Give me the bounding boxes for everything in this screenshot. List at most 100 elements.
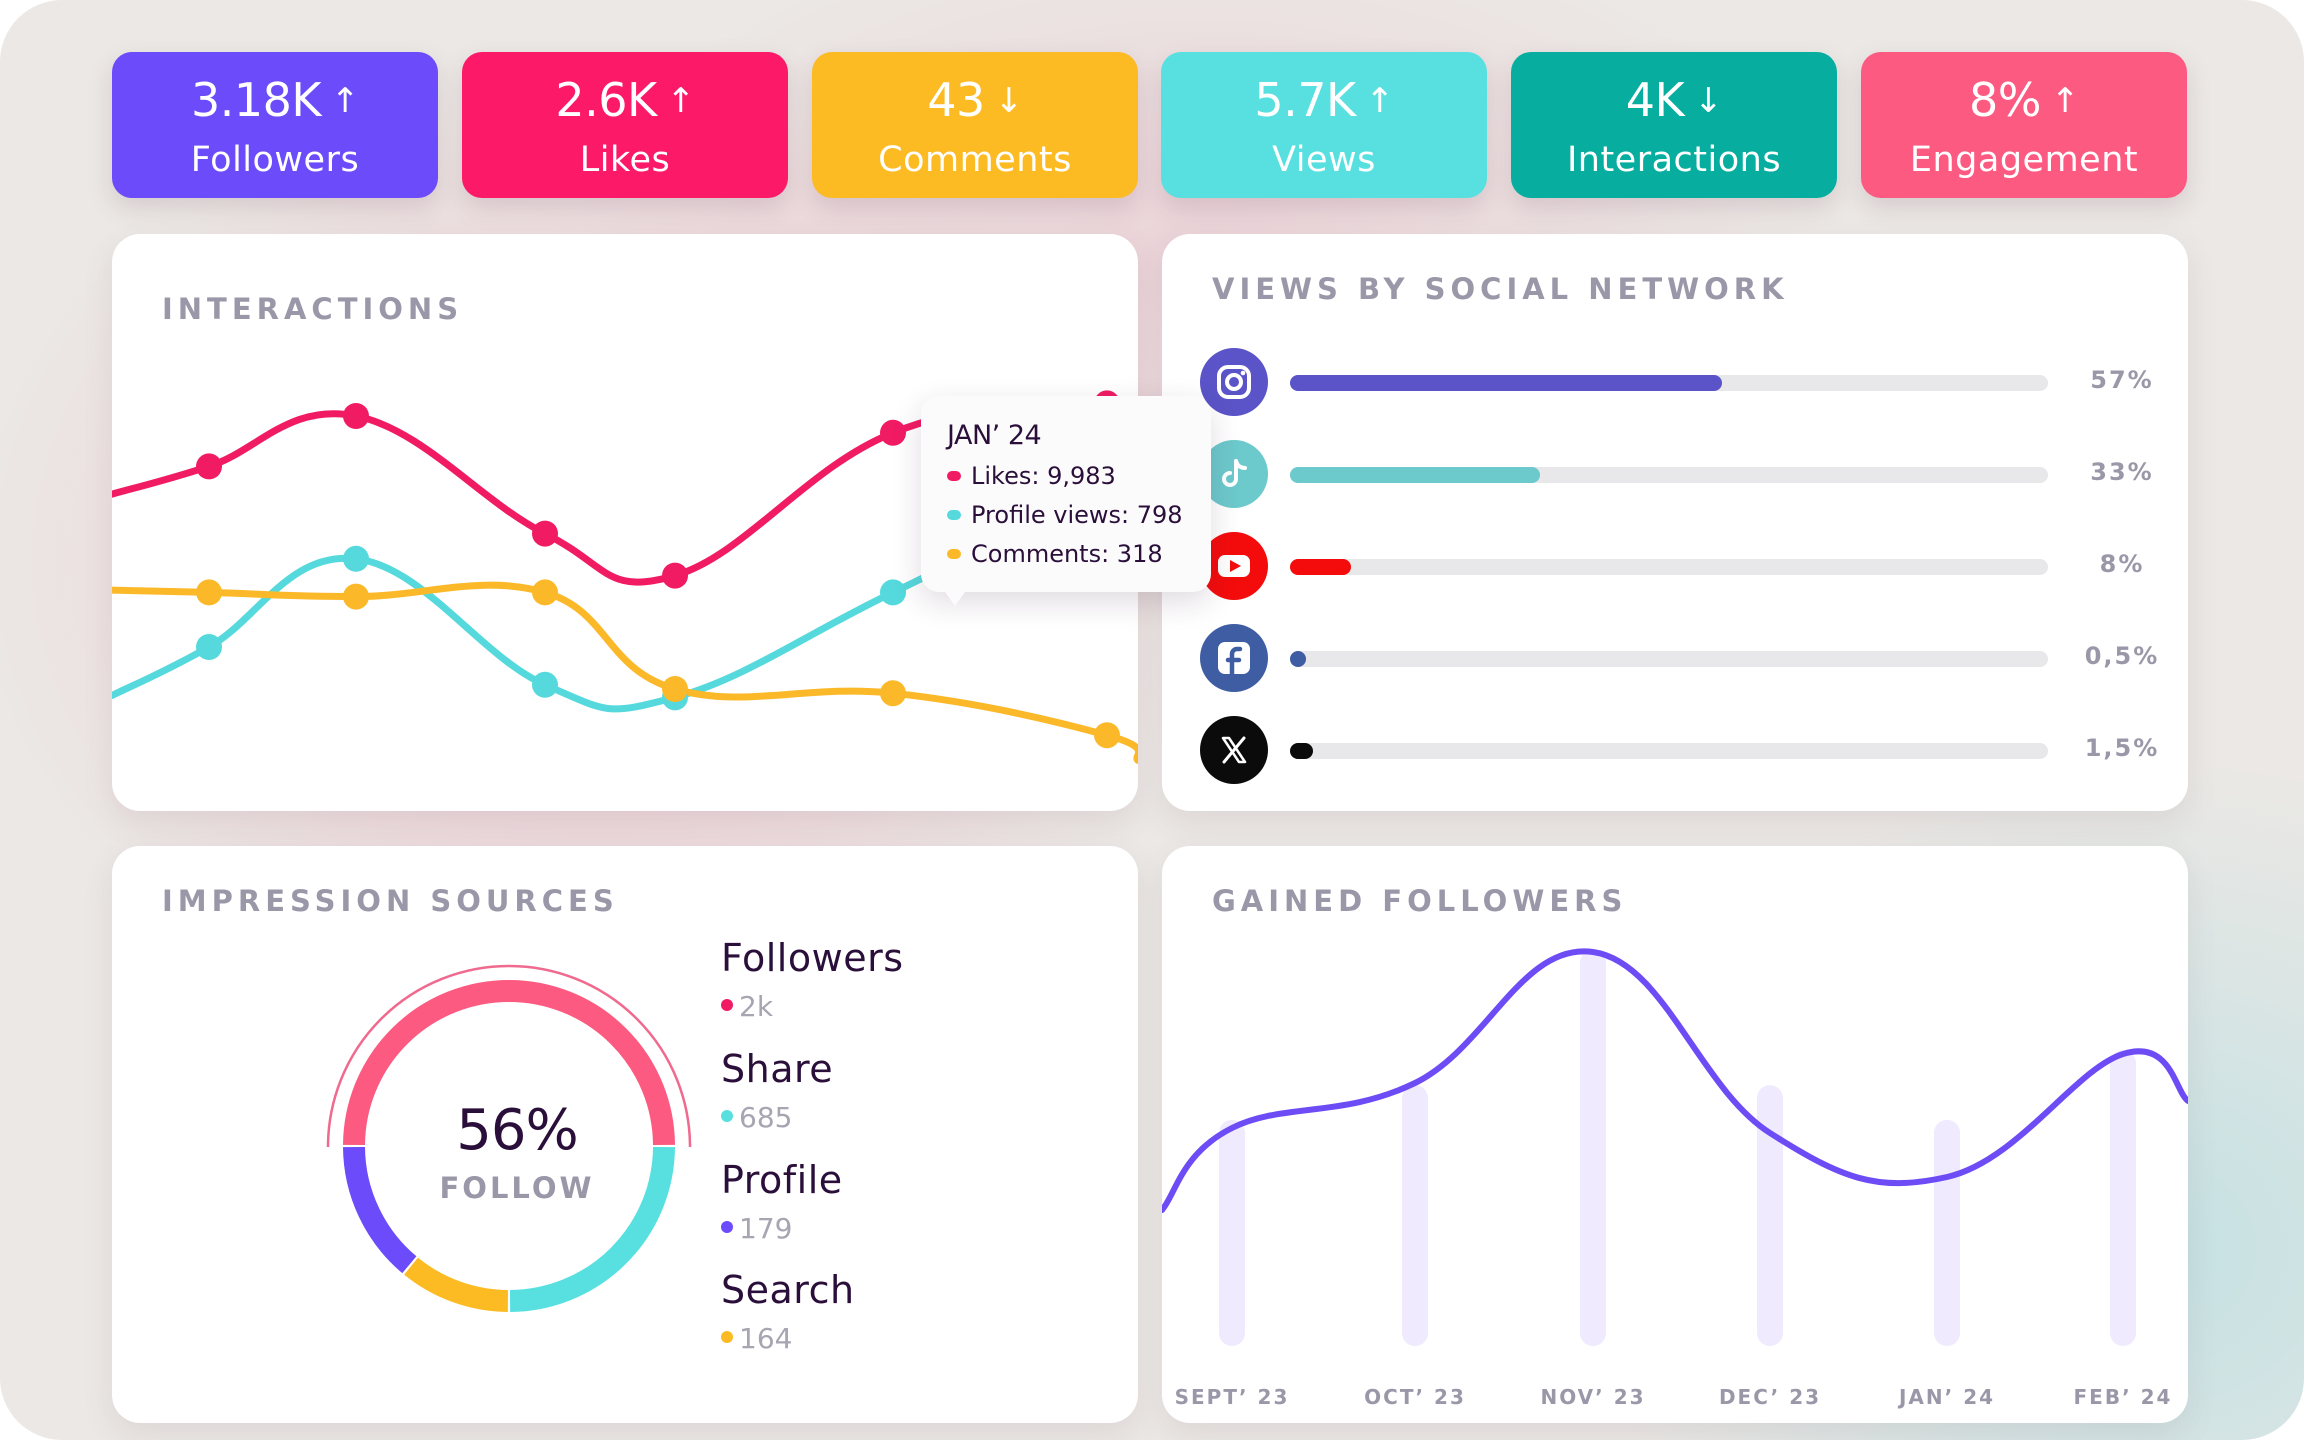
legend-value: 685 bbox=[739, 1101, 793, 1134]
donut-segment-profile[interactable] bbox=[343, 1146, 417, 1274]
progress-fill bbox=[1290, 651, 1306, 667]
arrow-down-icon: ↓ bbox=[994, 81, 1024, 121]
kpi-value: 8% bbox=[1969, 73, 2041, 127]
kpi-card-comments[interactable]: 43 ↓ Comments bbox=[812, 52, 1138, 198]
gained-followers-title: GAINED FOLLOWERS bbox=[1212, 884, 1628, 918]
data-point-comments[interactable] bbox=[1094, 722, 1120, 749]
kpi-card-views[interactable]: 5.7K ↑ Views bbox=[1161, 52, 1487, 198]
progress-track bbox=[1290, 651, 2048, 667]
network-row-x: 1,5% bbox=[1162, 716, 2188, 786]
tooltip-profile-views: Profile views: 798 bbox=[971, 501, 1183, 529]
kpi-card-engagement[interactable]: 8% ↑ Engagement bbox=[1861, 52, 2187, 198]
tooltip-title: JAN’ 24 bbox=[947, 420, 1042, 451]
arrow-up-icon: ↑ bbox=[1365, 81, 1395, 121]
gained-followers-card: GAINED FOLLOWERS SEPT’ 23 OCT’ 23 NOV’ 23 D… bbox=[1162, 846, 2188, 1423]
data-point-likes[interactable] bbox=[196, 453, 222, 480]
progress-fill bbox=[1290, 375, 1723, 391]
data-point-comments[interactable] bbox=[196, 579, 222, 606]
data-point-comments[interactable] bbox=[662, 676, 688, 702]
followers-bar bbox=[1757, 1085, 1783, 1346]
impression-sources-card: IMPRESSION SOURCES 56% FOLLOW Followers 2… bbox=[112, 846, 1138, 1423]
progress-fill bbox=[1290, 559, 1351, 575]
progress-fill bbox=[1290, 743, 1313, 759]
donut-center-value: 56% bbox=[456, 1098, 578, 1163]
kpi-label: Followers bbox=[190, 140, 360, 180]
legend-item-followers: Followers 2k bbox=[721, 936, 904, 1023]
legend-dot bbox=[721, 1221, 733, 1233]
data-point-profile-views[interactable] bbox=[532, 671, 558, 698]
comments-swatch bbox=[947, 549, 961, 559]
progress-track bbox=[1290, 467, 2048, 483]
interactions-tooltip: JAN’ 24 Likes: 9,983 Profile views: 798 … bbox=[921, 396, 1211, 606]
arrow-up-icon: ↑ bbox=[2050, 81, 2080, 121]
progress-track bbox=[1290, 743, 2048, 759]
kpi-value: 4K bbox=[1625, 73, 1685, 127]
kpi-value: 3.18K bbox=[190, 73, 322, 127]
instagram-icon bbox=[1200, 348, 1268, 416]
kpi-value: 43 bbox=[927, 73, 985, 127]
series-line-comments bbox=[112, 581, 1138, 764]
kpi-card-interactions[interactable]: 4K ↓ Interactions bbox=[1511, 52, 1837, 198]
donut-segment-followers[interactable] bbox=[343, 980, 675, 1146]
month-label: JAN’ 24 bbox=[1898, 1385, 1996, 1409]
data-point-comments[interactable] bbox=[532, 579, 558, 606]
legend-dot bbox=[721, 1331, 733, 1343]
legend-value: 2k bbox=[739, 990, 774, 1023]
views-by-network-title: VIEWS BY SOCIAL NETWORK bbox=[1212, 272, 1789, 306]
legend-value-row: 685 bbox=[721, 1101, 833, 1134]
arrow-up-icon: ↑ bbox=[331, 81, 360, 121]
network-row-youtube: 8% bbox=[1162, 532, 2188, 602]
x-icon bbox=[1200, 716, 1268, 784]
network-percent: 8% bbox=[2099, 550, 2145, 578]
network-percent: 1,5% bbox=[2084, 734, 2160, 762]
profile-views-swatch bbox=[947, 510, 961, 520]
arrow-down-icon: ↓ bbox=[1694, 81, 1723, 121]
followers-line bbox=[1162, 948, 2188, 1213]
data-point-comments[interactable] bbox=[343, 583, 369, 610]
kpi-value-row: 8% ↑ bbox=[1861, 72, 2187, 129]
tooltip-row-profile-views: Profile views: 798 bbox=[947, 501, 1183, 529]
kpi-card-likes[interactable]: 2.6K ↑ Likes bbox=[462, 52, 788, 198]
gained-followers-chart bbox=[1162, 948, 2188, 1346]
interactions-title: INTERACTIONS bbox=[162, 292, 464, 326]
data-point-likes[interactable] bbox=[662, 562, 688, 589]
data-point-likes[interactable] bbox=[532, 520, 558, 547]
network-row-facebook: 0,5% bbox=[1162, 624, 2188, 694]
followers-bar bbox=[1580, 950, 1606, 1346]
progress-track bbox=[1290, 559, 2048, 575]
legend-item-profile: Profile 179 bbox=[721, 1158, 843, 1245]
data-point-likes[interactable] bbox=[343, 403, 369, 429]
tiktok-icon bbox=[1200, 440, 1268, 508]
kpi-label: Likes bbox=[579, 140, 671, 180]
legend-dot bbox=[721, 999, 733, 1011]
legend-dot bbox=[721, 1110, 733, 1122]
data-point-likes[interactable] bbox=[880, 419, 906, 446]
progress-fill bbox=[1290, 467, 1541, 483]
network-row-tiktok: 33% bbox=[1162, 440, 2188, 510]
legend-name: Profile bbox=[721, 1158, 843, 1202]
month-label: DEC’ 23 bbox=[1718, 1385, 1822, 1409]
facebook-icon bbox=[1200, 624, 1268, 692]
kpi-value-row: 4K ↓ bbox=[1511, 72, 1837, 129]
data-point-comments[interactable] bbox=[880, 680, 906, 707]
kpi-label: Interactions bbox=[1566, 140, 1782, 180]
donut-highlight-arc bbox=[326, 964, 692, 1148]
network-percent: 0,5% bbox=[2084, 642, 2160, 670]
data-point-profile-views[interactable] bbox=[343, 545, 369, 572]
legend-name: Search bbox=[721, 1268, 855, 1312]
kpi-value-row: 3.18K ↑ bbox=[112, 72, 438, 129]
tooltip-row-likes: Likes: 9,983 bbox=[947, 462, 1116, 490]
donut-segment-search[interactable] bbox=[404, 1257, 509, 1312]
legend-name: Share bbox=[721, 1047, 834, 1091]
legend-value: 179 bbox=[739, 1212, 793, 1245]
data-point-profile-views[interactable] bbox=[196, 634, 222, 660]
donut-segment-share[interactable] bbox=[509, 1146, 675, 1312]
impression-sources-title: IMPRESSION SOURCES bbox=[162, 884, 619, 918]
data-point-profile-views[interactable] bbox=[880, 579, 906, 606]
month-label: OCT’ 23 bbox=[1364, 1385, 1466, 1409]
kpi-value-row: 43 ↓ bbox=[812, 72, 1138, 129]
month-label: SEPT’ 23 bbox=[1174, 1385, 1290, 1409]
kpi-card-followers[interactable]: 3.18K ↑ Followers bbox=[112, 52, 438, 198]
impression-donut-chart bbox=[326, 964, 692, 1312]
kpi-label: Engagement bbox=[1909, 140, 2139, 180]
